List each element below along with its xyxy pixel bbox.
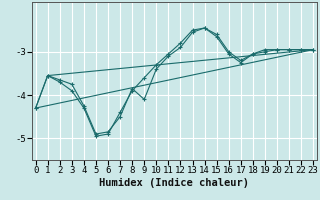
X-axis label: Humidex (Indice chaleur): Humidex (Indice chaleur) [100, 178, 249, 188]
